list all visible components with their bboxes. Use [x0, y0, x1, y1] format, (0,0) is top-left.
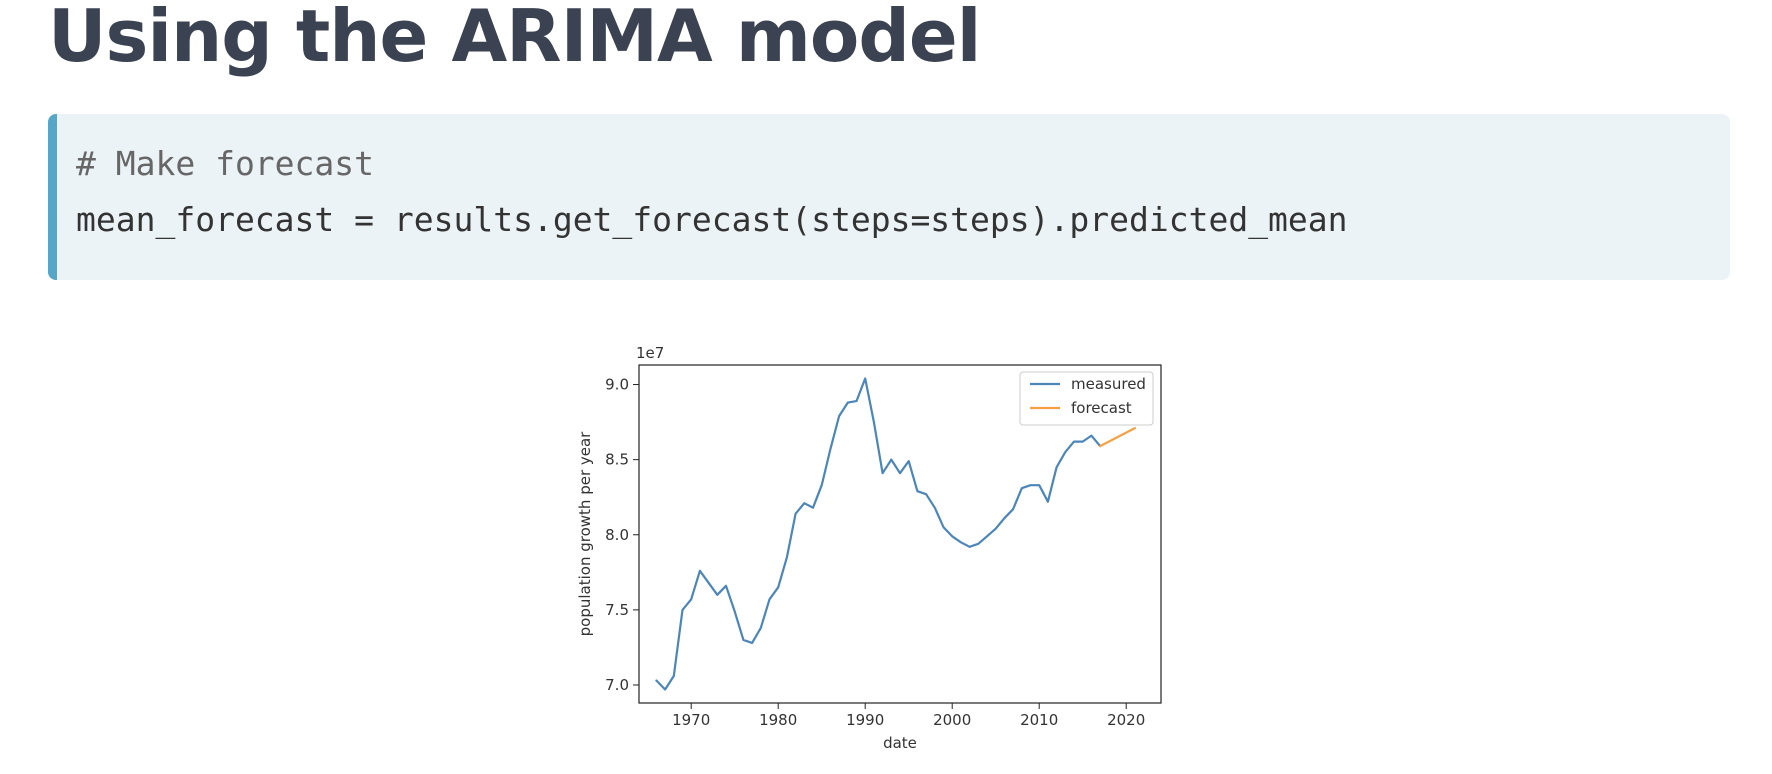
y-tick-label: 8.5	[605, 451, 629, 469]
series-line-forecast	[1098, 426, 1137, 448]
x-tick-label: 2000	[933, 711, 971, 729]
x-tick-label: 2010	[1020, 711, 1058, 729]
y-tick-label: 7.5	[605, 601, 629, 619]
x-tick-label: 1990	[846, 711, 884, 729]
x-axis-label: date	[883, 734, 917, 752]
code-comment-line: # Make forecast	[76, 144, 375, 183]
legend: measured forecast	[1019, 371, 1154, 426]
code-statement-line: mean_forecast = results.get_forecast(ste…	[76, 200, 1348, 239]
code-block: # Make forecast mean_forecast = results.…	[48, 114, 1730, 280]
y-offset-label: 1e7	[636, 344, 664, 362]
legend-box	[1019, 371, 1154, 426]
plot-frame	[638, 364, 1162, 704]
series-line-measured	[655, 377, 1102, 691]
legend-label-forecast: forecast	[1071, 399, 1132, 417]
chart-svg: 1e7 1970 1980 1990 2000 2010 2020 7.0 7.5 8.0 8.5…	[576, 344, 1162, 752]
y-tick-label: 7.0	[605, 676, 629, 694]
x-tick-label: 1980	[759, 711, 797, 729]
forecast-chart: 1e7 1970 1980 1990 2000 2010 2020 7.0 7.5 8.0 8.5…	[570, 340, 1190, 760]
legend-label-measured: measured	[1071, 375, 1146, 393]
y-tick-label: 9.0	[605, 376, 629, 394]
y-axis-label: population growth per year	[576, 431, 594, 637]
x-tick-label: 2020	[1107, 711, 1145, 729]
page-title: Using the ARIMA model	[48, 0, 981, 78]
x-tick-label: 1970	[672, 711, 710, 729]
y-tick-label: 8.0	[605, 526, 629, 544]
